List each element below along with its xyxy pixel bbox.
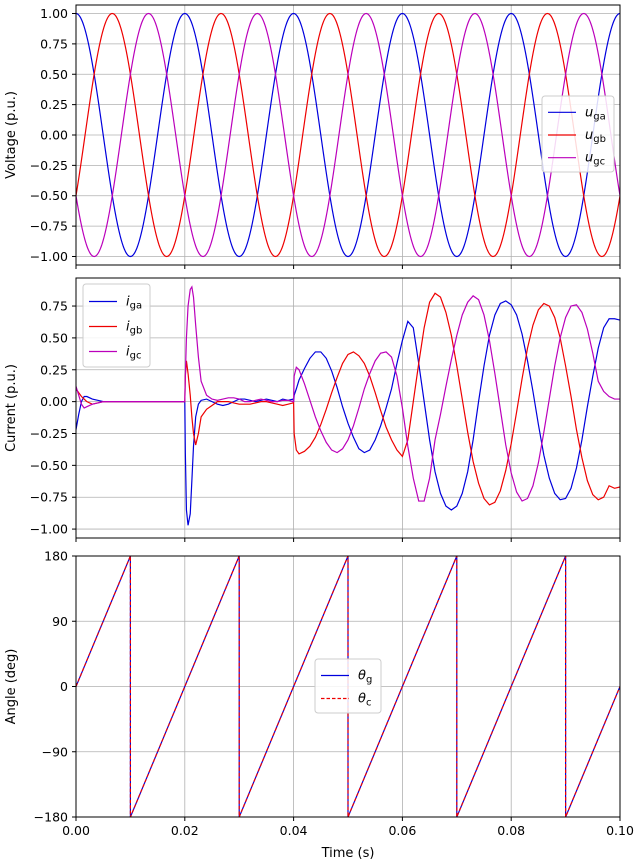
current-panel: −1.00 −0.75 −0.50 −0.25 0.00 0.25 0.50 0.75 Curr… bbox=[4, 277, 621, 542]
y-tick-label: 0.50 bbox=[40, 67, 68, 82]
legend-label-ga: uga bbox=[585, 105, 606, 122]
legend-label-ga: iga bbox=[126, 295, 142, 312]
y-tick-label: 0.75 bbox=[40, 36, 68, 51]
x-tick-label: 0.04 bbox=[280, 823, 308, 838]
y-tick-label: −0.25 bbox=[30, 158, 68, 173]
y-tick-label: 0.00 bbox=[40, 128, 68, 143]
legend: iga igb igc bbox=[82, 283, 151, 368]
y-tick-label: 0.25 bbox=[40, 362, 68, 377]
series-line-gc bbox=[76, 285, 620, 502]
legend-label-c: θc bbox=[358, 692, 371, 709]
y-tick-label: −0.50 bbox=[30, 188, 68, 203]
y-tick-label: −180 bbox=[34, 810, 68, 825]
legend-box bbox=[541, 95, 615, 173]
y-tick-label: −0.25 bbox=[30, 426, 68, 441]
series-line-ga bbox=[76, 300, 620, 526]
y-tick-label: 0 bbox=[60, 679, 68, 694]
y-tick-label: −0.50 bbox=[30, 458, 68, 473]
x-tick-label: 0.00 bbox=[62, 823, 90, 838]
y-axis-label: Angle (deg) bbox=[4, 649, 19, 725]
legend-box bbox=[82, 283, 151, 368]
y-tick-label: −1.00 bbox=[30, 522, 68, 537]
x-axis-label: Time (s) bbox=[321, 846, 375, 861]
y-tick-label: 0.75 bbox=[40, 299, 68, 314]
voltage-panel: −1.00 −0.75 −0.50 −0.25 0.00 0.25 0.50 0.75 1.00… bbox=[4, 4, 621, 269]
legend-label-gc: igc bbox=[126, 345, 141, 362]
plot-frame bbox=[75, 277, 621, 539]
legend-label-gc: ugc bbox=[585, 151, 605, 168]
y-tick-label: 0.25 bbox=[40, 97, 68, 112]
legend-label-gb: ugb bbox=[585, 128, 606, 145]
legend-label-g: θg bbox=[358, 669, 372, 686]
x-tick-label: 0.02 bbox=[171, 823, 199, 838]
y-tick-label: 0.00 bbox=[40, 394, 68, 409]
y-axis-label: Voltage (p.u.) bbox=[4, 91, 19, 179]
y-tick-label: 180 bbox=[44, 549, 68, 564]
y-tick-label: 1.00 bbox=[40, 6, 68, 21]
y-tick-label: 0.50 bbox=[40, 330, 68, 345]
x-tick-label: 0.10 bbox=[606, 823, 634, 838]
angle-panel: 0.00 0.02 0.04 0.06 0.08 0.10 −180 −90 0 90 180 Ang… bbox=[4, 549, 634, 862]
legend-box bbox=[314, 658, 382, 714]
y-tick-label: 90 bbox=[52, 614, 68, 629]
x-tick-label: 0.08 bbox=[497, 823, 525, 838]
series-line-gc bbox=[76, 12, 620, 258]
y-tick-label: −0.75 bbox=[30, 219, 68, 234]
y-tick-label: −1.00 bbox=[30, 249, 68, 264]
series-line-gb bbox=[76, 292, 620, 506]
y-axis-label: Current (p.u.) bbox=[4, 364, 19, 452]
legend: θg θc bbox=[314, 658, 382, 714]
legend: uga ugb ugc bbox=[541, 95, 615, 173]
y-tick-label: −0.75 bbox=[30, 490, 68, 505]
y-tick-label: −90 bbox=[42, 744, 68, 759]
x-tick-label: 0.06 bbox=[388, 823, 416, 838]
legend-label-gb: igb bbox=[126, 320, 142, 337]
